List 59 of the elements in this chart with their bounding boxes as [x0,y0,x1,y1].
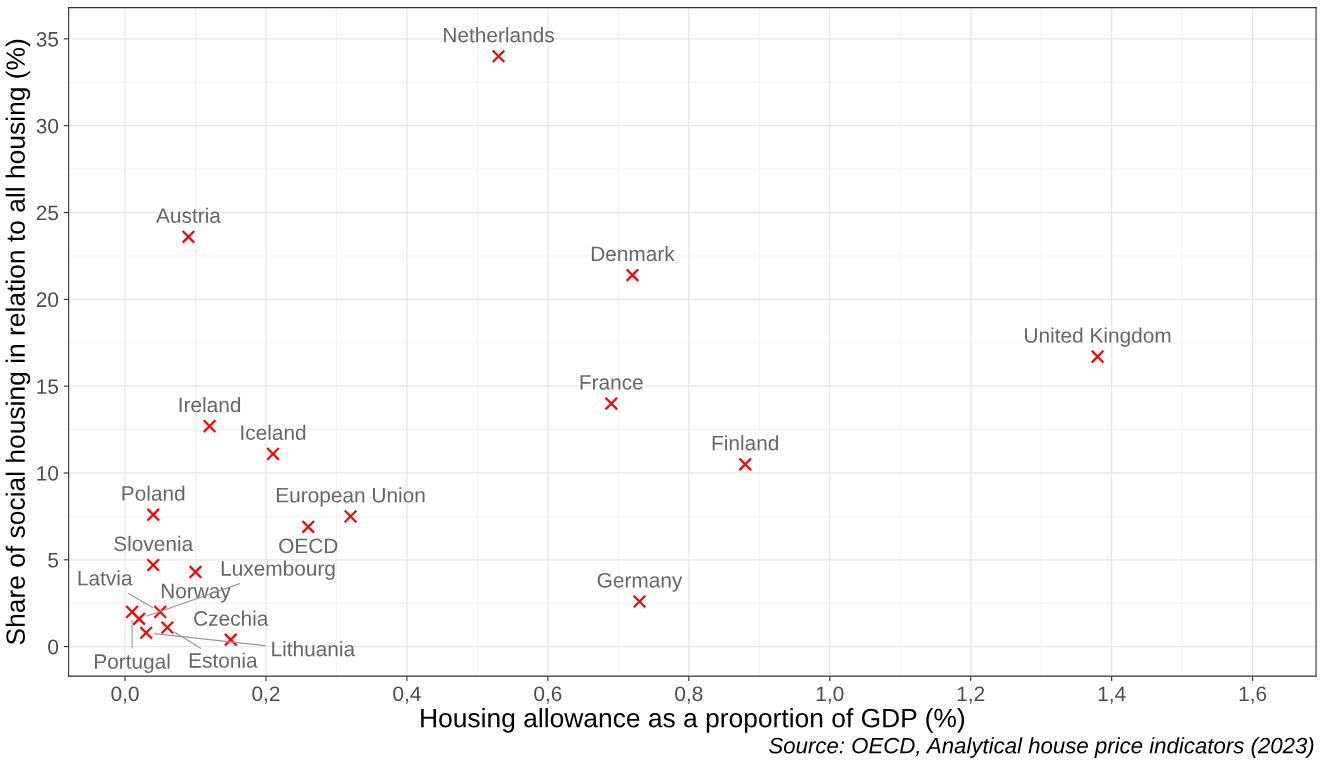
y-tick-label: 25 [36,205,59,221]
annotation: France [580,375,643,390]
annotation: Germany [597,572,683,592]
point [1090,349,1105,364]
point [181,229,196,244]
y-tick-label: 30 [36,118,59,134]
annotation: Austria [156,207,221,223]
annotation: United Kingdom [1025,327,1171,347]
annotation: Slovenia [114,535,194,552]
x-tick-label: 1,4 [1098,686,1126,704]
point [625,268,640,282]
x-tick-label: 0,0 [111,686,139,704]
point [153,604,168,619]
point [125,604,139,619]
x-tick-label: 1,2 [957,686,985,704]
x-tick-label: 0,4 [393,686,421,704]
point [160,620,175,635]
source-note: Source: OECD, Analytical house price indicators (2023) [769,737,1314,758]
point [132,611,147,626]
point [632,594,647,609]
annotation: Denmark [591,245,675,262]
annotation: Lithuania [272,641,356,657]
point [738,457,753,472]
point [139,625,154,640]
x-tick-label: 0,8 [675,686,703,704]
annotation: Iceland [241,424,306,441]
y-tick-label: 10 [37,465,59,481]
y-tick-label: 35 [36,31,59,47]
point [604,396,619,411]
annotation: Ireland [179,396,241,413]
point [223,632,238,647]
y-tick-label: 5 [48,553,59,568]
point [491,49,506,64]
point [146,558,161,572]
y-axis-title: Share of social housing in relation to all housing (%) [5,39,31,645]
point [301,519,316,534]
annotation: Czechia [194,610,269,626]
annotation: Netherlands [444,27,554,43]
x-axis-title: Housing allowance as a proportion of GDP (%) [421,708,965,733]
annotation: Estonia [189,652,258,668]
point [188,565,203,579]
y-tick-label: 20 [36,292,59,308]
point [146,507,161,522]
annotation: Finland [712,435,779,451]
annotation: Luxembourg [221,560,335,580]
annotation: OECD [279,538,338,554]
point [343,509,358,524]
y-tick-label: 0 [48,639,59,655]
point [266,446,280,461]
annotation: Latvia [78,570,133,586]
annotation: Portugal [94,653,170,674]
x-tick-label: 0,2 [252,686,280,704]
x-tick-label: 1,0 [816,686,844,704]
point [202,419,217,434]
x-tick-label: 1,6 [1239,686,1267,704]
x-tick-label: 0,6 [534,686,562,704]
y-tick-label: 15 [37,379,59,394]
annotation: Poland [122,485,185,501]
annotation: European Union [276,487,425,507]
